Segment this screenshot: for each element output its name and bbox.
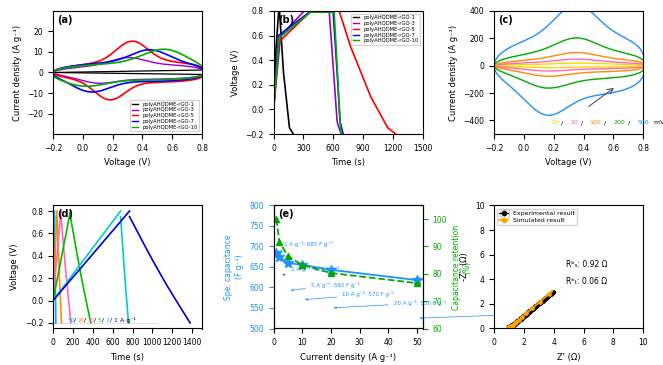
X-axis label: Time (s): Time (s) <box>331 158 365 167</box>
X-axis label: Time (s): Time (s) <box>111 353 145 362</box>
Y-axis label: -Z'' (Ω): -Z'' (Ω) <box>460 253 469 281</box>
Y-axis label: Current density (A g⁻¹): Current density (A g⁻¹) <box>13 24 22 120</box>
Text: A g⁻¹: A g⁻¹ <box>117 317 136 323</box>
Text: (e): (e) <box>278 209 294 219</box>
Text: 20 A g⁻¹: 550 F g⁻¹: 20 A g⁻¹: 550 F g⁻¹ <box>334 300 446 309</box>
Text: 1: 1 <box>113 318 117 323</box>
Text: 2: 2 <box>105 318 109 323</box>
Text: 50: 50 <box>68 318 76 323</box>
Text: 5 A g⁻¹: 592 F g⁻¹: 5 A g⁻¹: 592 F g⁻¹ <box>292 282 359 291</box>
Text: 500: 500 <box>637 120 649 126</box>
X-axis label: Current density (A g⁻¹): Current density (A g⁻¹) <box>300 353 396 362</box>
Text: (c): (c) <box>499 15 513 25</box>
Text: (f): (f) <box>499 209 512 219</box>
Y-axis label: Voltage (V): Voltage (V) <box>11 244 19 290</box>
Text: 20: 20 <box>551 120 559 126</box>
Y-axis label: Current density (A g⁻¹): Current density (A g⁻¹) <box>449 24 458 120</box>
Text: /: / <box>74 318 76 323</box>
Text: 50: 50 <box>570 120 578 126</box>
Text: /: / <box>629 120 631 126</box>
Text: /: / <box>101 318 104 323</box>
Legend: Experimental result, Simulated result: Experimental result, Simulated result <box>497 208 577 224</box>
Text: 10: 10 <box>88 318 95 323</box>
X-axis label: Voltage (V): Voltage (V) <box>546 158 592 167</box>
Text: /: / <box>93 318 96 323</box>
Text: /: / <box>561 120 564 126</box>
Text: 20: 20 <box>78 318 86 323</box>
Text: 50 A g⁻¹: 525 F g⁻¹: 50 A g⁻¹: 525 F g⁻¹ <box>420 311 564 319</box>
Text: /: / <box>581 120 583 126</box>
Text: 5: 5 <box>97 318 101 323</box>
Text: 2 A g⁻¹: 629 F g⁻¹: 2 A g⁻¹: 629 F g⁻¹ <box>283 266 339 276</box>
Text: 100: 100 <box>589 120 601 126</box>
Y-axis label: Capacitance retention
(%): Capacitance retention (%) <box>452 224 472 310</box>
Text: (d): (d) <box>58 209 74 219</box>
Legend: polyAHQDME-rGO-1, polyAHQDME-rGO-3, polyAHQDME-rGO-5, polyAHQDME-rGO-7, polyAHQD: polyAHQDME-rGO-1, polyAHQDME-rGO-3, poly… <box>131 100 200 131</box>
Y-axis label: Voltage (V): Voltage (V) <box>231 49 240 96</box>
Text: (b): (b) <box>278 15 294 25</box>
Text: mV s⁻¹: mV s⁻¹ <box>652 120 663 126</box>
Text: 10 A g⁻¹: 570 F g⁻¹: 10 A g⁻¹: 570 F g⁻¹ <box>306 292 394 300</box>
Text: (a): (a) <box>58 15 73 25</box>
Y-axis label: Spe. capacitance
(F g⁻¹): Spe. capacitance (F g⁻¹) <box>224 234 244 300</box>
Legend: polyAHQDME-rGO-1, polyAHQDME-rGO-3, polyAHQDME-rGO-5, polyAHQDME-rGO-7, polyAHQD: polyAHQDME-rGO-1, polyAHQDME-rGO-3, poly… <box>351 14 420 45</box>
X-axis label: Z' (Ω): Z' (Ω) <box>557 353 580 362</box>
Text: /: / <box>605 120 607 126</box>
Text: 200: 200 <box>613 120 625 126</box>
Text: 1 A g⁻¹: 685 F g⁻¹: 1 A g⁻¹: 685 F g⁻¹ <box>280 241 332 252</box>
X-axis label: Voltage (V): Voltage (V) <box>104 158 151 167</box>
Text: Rᵇₛ: 0.92 Ω: Rᵇₛ: 0.92 Ω <box>566 260 607 269</box>
Text: /: / <box>109 318 112 323</box>
Text: Rᵇₜ: 0.06 Ω: Rᵇₜ: 0.06 Ω <box>566 277 607 286</box>
Text: /: / <box>84 318 86 323</box>
